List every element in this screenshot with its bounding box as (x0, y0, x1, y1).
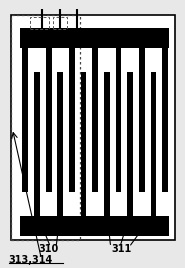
Bar (57, 72, 63, 216)
Bar (92, 48, 98, 192)
Text: 310: 310 (39, 244, 59, 254)
Bar (127, 72, 133, 216)
Bar (151, 72, 157, 216)
Bar (162, 48, 168, 192)
Bar (53, 17, 67, 29)
Bar (139, 48, 145, 192)
Bar (30, 17, 49, 29)
Bar (11, 15, 174, 240)
Bar (22, 48, 28, 192)
Bar (34, 72, 40, 216)
Bar (81, 72, 86, 216)
Bar (104, 72, 110, 216)
Bar (20, 216, 169, 236)
Bar (20, 28, 169, 48)
Text: 313,314: 313,314 (9, 255, 53, 265)
Text: 311: 311 (112, 244, 132, 254)
Bar (11, 15, 80, 240)
Bar (46, 48, 51, 192)
Bar (116, 48, 122, 192)
Bar (69, 48, 75, 192)
